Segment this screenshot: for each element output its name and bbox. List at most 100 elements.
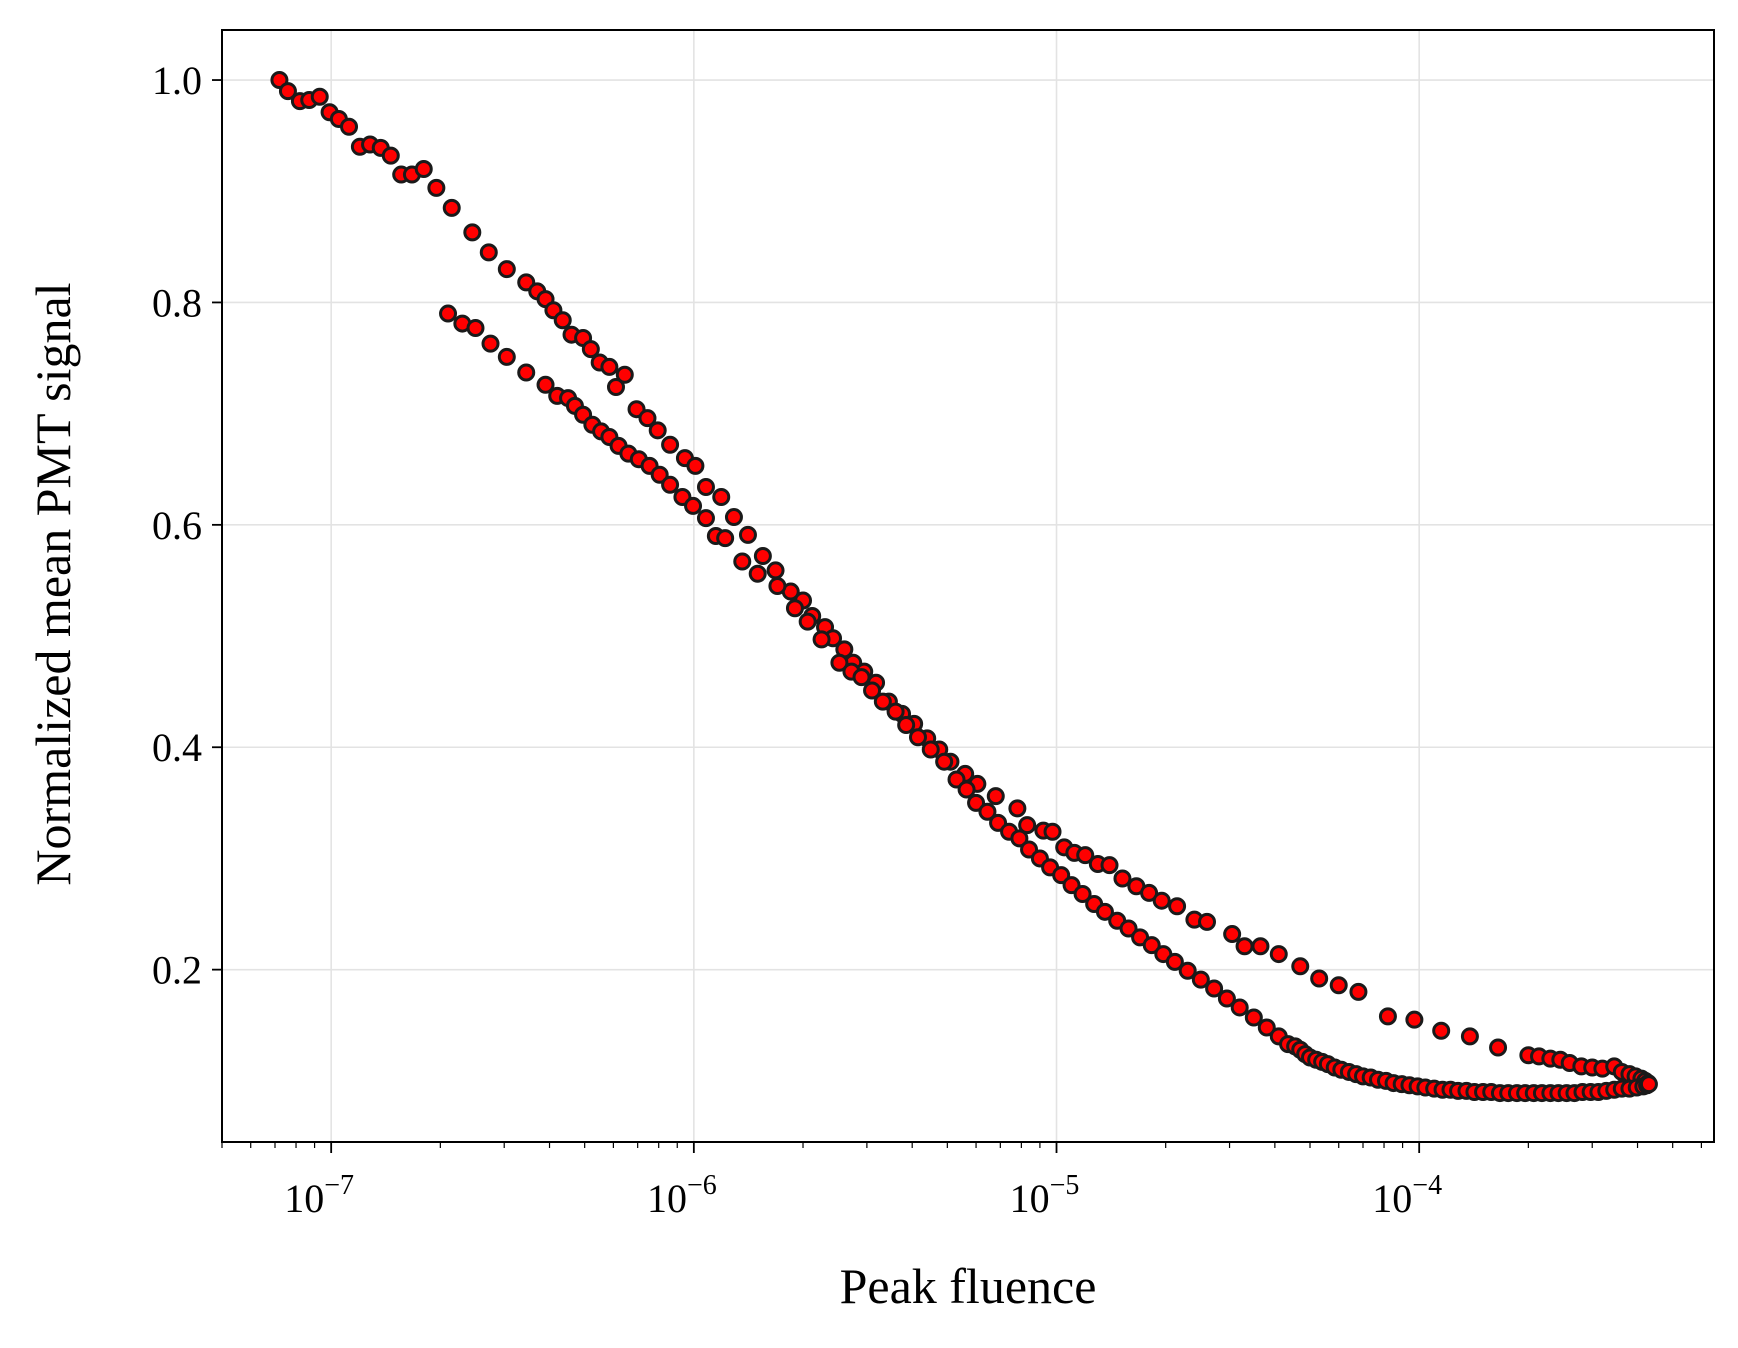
plot-frame bbox=[221, 29, 1715, 1143]
y-tick-label: 0.6 bbox=[152, 503, 202, 548]
data-point bbox=[1378, 1007, 1397, 1026]
grid bbox=[222, 30, 1714, 1142]
data-point bbox=[1230, 998, 1249, 1017]
data-point bbox=[967, 793, 986, 812]
y-tick-label: 0.4 bbox=[152, 725, 202, 770]
data-point bbox=[686, 456, 705, 475]
data-point bbox=[1257, 1018, 1276, 1037]
data-point bbox=[1223, 925, 1242, 944]
data-point bbox=[1639, 1075, 1658, 1094]
data-point bbox=[638, 409, 657, 428]
data-point bbox=[1432, 1021, 1451, 1040]
data-point bbox=[748, 564, 767, 583]
data-point bbox=[517, 363, 536, 382]
data-point bbox=[650, 465, 669, 484]
data-point bbox=[1018, 816, 1037, 835]
data-point bbox=[1095, 902, 1114, 921]
data-point bbox=[1235, 937, 1254, 956]
data-point bbox=[1178, 961, 1197, 980]
axis-ticks bbox=[212, 79, 1702, 1153]
data-point bbox=[1113, 869, 1132, 888]
data-point bbox=[766, 561, 785, 580]
x-axis-label: Peak fluence bbox=[840, 1258, 1097, 1314]
data-point bbox=[1073, 885, 1092, 904]
data-point bbox=[479, 243, 498, 262]
data-point bbox=[798, 612, 817, 631]
data-point bbox=[1010, 829, 1029, 848]
data-point bbox=[1008, 799, 1027, 818]
data-point bbox=[1310, 969, 1329, 988]
data-point bbox=[986, 787, 1005, 806]
data-point bbox=[830, 653, 849, 672]
data-point bbox=[661, 475, 680, 494]
data-point bbox=[1052, 866, 1071, 885]
data-point bbox=[497, 260, 516, 279]
data-point bbox=[1100, 856, 1119, 875]
data-point bbox=[600, 357, 619, 376]
data-point bbox=[738, 525, 757, 544]
data-point bbox=[414, 160, 433, 178]
data-point bbox=[785, 599, 804, 618]
data-point bbox=[463, 223, 482, 242]
data-point bbox=[863, 681, 882, 700]
data-point bbox=[1205, 979, 1224, 998]
data-point bbox=[1043, 822, 1062, 841]
data-point bbox=[481, 334, 500, 353]
data-point bbox=[648, 421, 667, 440]
data-point bbox=[1405, 1010, 1424, 1029]
data-point bbox=[1489, 1038, 1508, 1057]
data-point bbox=[935, 752, 954, 771]
y-tick-label: 1.0 bbox=[152, 58, 202, 103]
data-point bbox=[1140, 883, 1159, 902]
data-point bbox=[886, 702, 905, 721]
data-point bbox=[497, 347, 516, 366]
data-point bbox=[724, 508, 743, 527]
y-tick-label: 0.2 bbox=[152, 948, 202, 993]
data-point bbox=[921, 740, 940, 759]
x-tick-label: 10−5 bbox=[1010, 1170, 1080, 1221]
data-point bbox=[1291, 957, 1310, 976]
tick-labels: 0.2 0.4 0.6 0.8 1.0 10−7 10−6 10−5 10−4 bbox=[152, 58, 1442, 1221]
data-point bbox=[1119, 919, 1138, 938]
data-point bbox=[1198, 912, 1217, 931]
data-point bbox=[1244, 1008, 1263, 1027]
data-point bbox=[606, 377, 625, 396]
data-point bbox=[696, 478, 715, 497]
data-point bbox=[381, 146, 400, 165]
data-point bbox=[733, 552, 752, 571]
data-point bbox=[1269, 945, 1288, 964]
data-point bbox=[978, 802, 997, 821]
data-point bbox=[278, 82, 297, 101]
data-point bbox=[466, 319, 485, 338]
data-point bbox=[1329, 976, 1348, 995]
data-point bbox=[1460, 1027, 1479, 1046]
data-point bbox=[1251, 937, 1270, 956]
data-point bbox=[1152, 891, 1171, 910]
data-point bbox=[439, 304, 458, 323]
data-point bbox=[1349, 982, 1368, 1001]
y-axis-label: Normalized mean PMT signal bbox=[25, 282, 81, 885]
data-point bbox=[661, 435, 680, 454]
y-tick-label: 0.8 bbox=[152, 280, 202, 325]
data-point bbox=[442, 198, 461, 217]
data-point bbox=[553, 311, 572, 330]
data-point bbox=[716, 529, 735, 548]
data-point bbox=[1076, 846, 1095, 865]
data-point bbox=[615, 365, 634, 384]
data-point bbox=[427, 178, 446, 197]
data-point bbox=[908, 728, 927, 747]
data-point bbox=[1142, 936, 1161, 955]
data-point bbox=[1165, 952, 1184, 971]
data-points bbox=[270, 71, 1658, 1103]
data-point bbox=[852, 668, 871, 687]
data-point bbox=[768, 577, 787, 595]
data-point bbox=[581, 340, 600, 359]
x-tick-label: 10−7 bbox=[284, 1170, 354, 1221]
data-point bbox=[1217, 989, 1236, 1008]
data-point bbox=[1168, 897, 1187, 916]
x-tick-label: 10−4 bbox=[1372, 1170, 1442, 1221]
data-point bbox=[753, 546, 772, 565]
data-point bbox=[684, 496, 703, 515]
data-point bbox=[812, 630, 831, 649]
